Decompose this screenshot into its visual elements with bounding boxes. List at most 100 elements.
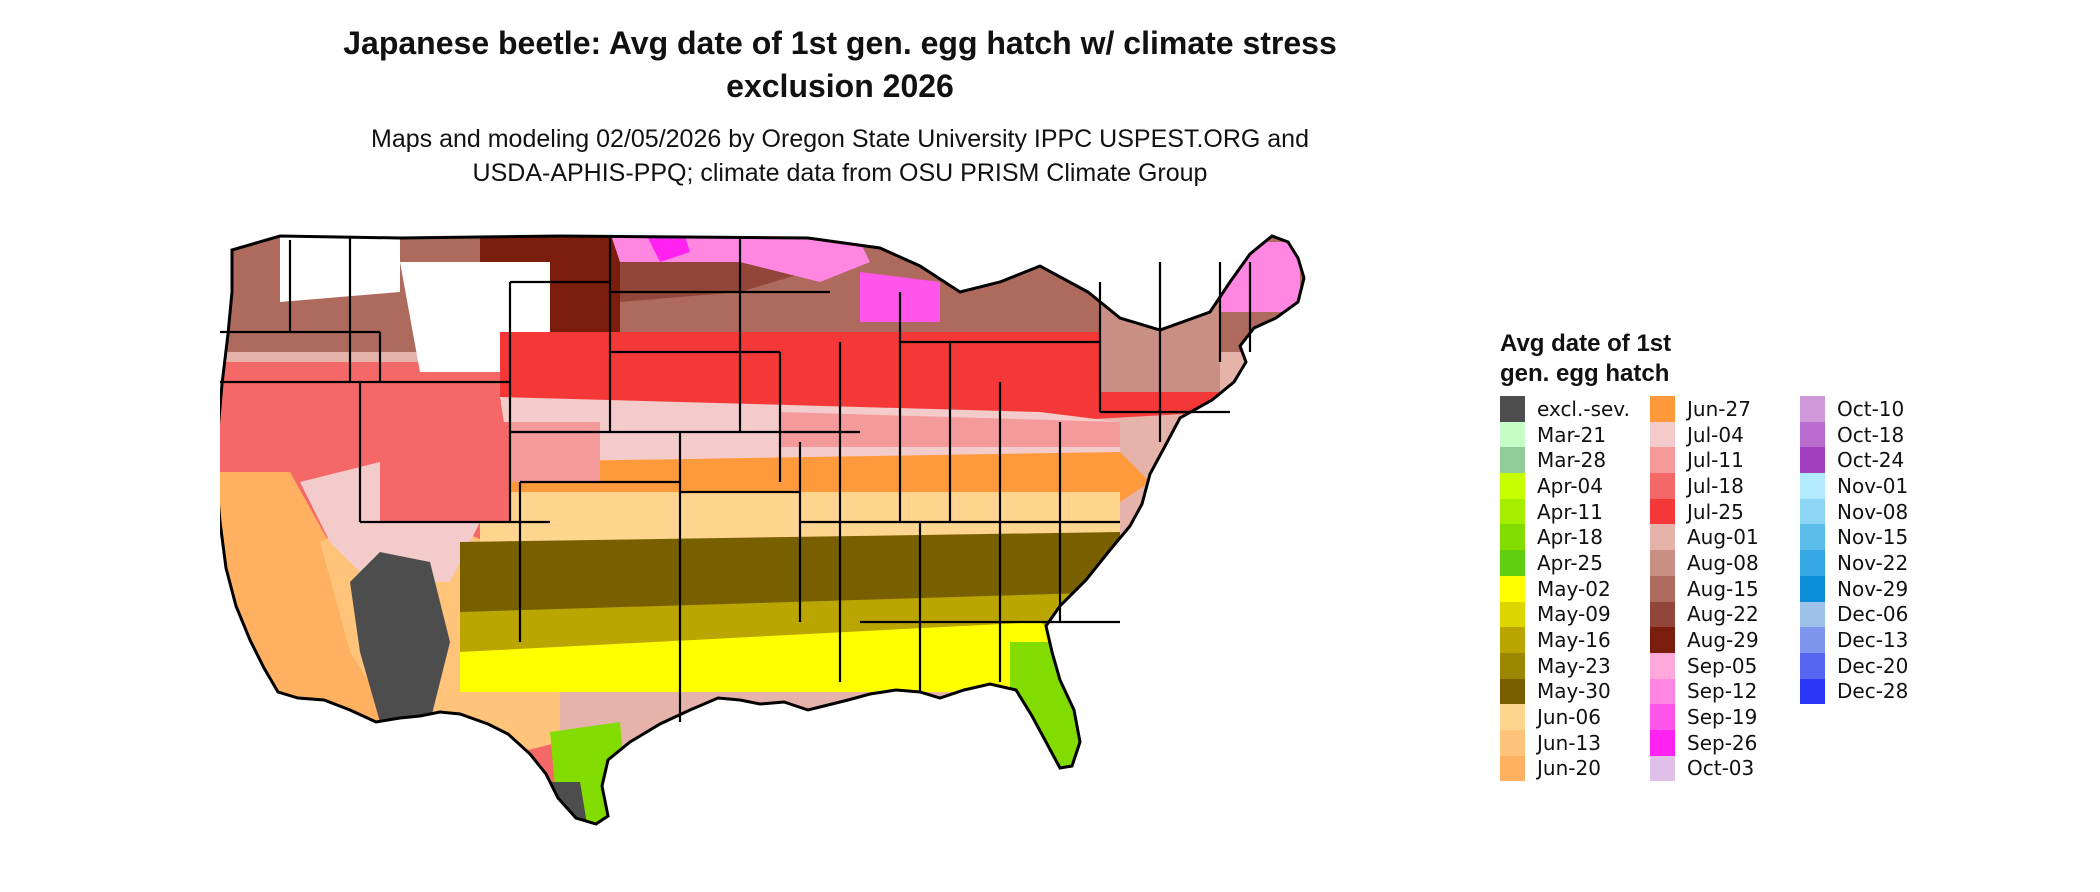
region-colorado-pink [510, 422, 600, 482]
subtitle-line-1: Maps and modeling 02/05/2026 by Oregon S… [371, 125, 1309, 153]
region-southwest-red [380, 422, 510, 522]
legend-item: Jun-13 [1500, 729, 1630, 756]
legend-column-2: Jun-27 Jul-04 Jul-11 Jul-18 Jul-25 Aug-01 Aug-… [1650, 396, 1759, 782]
legend-label: Mar-28 [1537, 448, 1607, 473]
legend-item: Oct-03 [1650, 755, 1759, 782]
legend-label: Nov-08 [1837, 499, 1909, 524]
legend-swatch [1650, 498, 1675, 525]
legend-item: Aug-08 [1650, 550, 1759, 576]
legend-item: Nov-15 [1800, 524, 1909, 551]
legend-label: Apr-04 [1537, 473, 1603, 498]
legend-swatch [1500, 729, 1525, 756]
legend-label: Dec-20 [1837, 653, 1909, 678]
legend-swatch [1500, 396, 1525, 422]
legend-label: Dec-13 [1837, 628, 1909, 653]
legend-item: Dec-28 [1800, 678, 1909, 705]
legend-label: Apr-11 [1537, 499, 1603, 524]
legend-item: Aug-15 [1650, 575, 1759, 602]
legend-item: May-02 [1500, 575, 1630, 602]
legend-label: Jul-25 [1687, 499, 1744, 524]
legend-swatch [1800, 421, 1825, 448]
legend-item: Oct-18 [1800, 421, 1908, 448]
title-line-2: exclusion 2026 [726, 68, 954, 104]
legend-label: Nov-29 [1837, 576, 1909, 601]
legend-label: Aug-08 [1687, 550, 1759, 575]
legend-swatch [1650, 627, 1675, 653]
legend-item: Jun-20 [1500, 755, 1630, 782]
legend-swatch [1650, 729, 1675, 756]
legend-item: May-23 [1500, 652, 1630, 679]
legend-item: Sep-12 [1650, 678, 1759, 705]
legend-label: Sep-12 [1687, 679, 1758, 704]
legend-column-1: excl.-sev. Mar-21 Mar-28 Apr-04 Apr-11 Apr-18… [1500, 396, 1630, 782]
legend-label: Aug-22 [1687, 602, 1759, 627]
legend-swatch [1500, 755, 1525, 782]
legend-label: Jun-20 [1537, 756, 1601, 781]
legend-swatch [1650, 524, 1675, 551]
legend-swatch [1500, 678, 1525, 705]
hatch-date-raster [220, 236, 1304, 824]
legend-item: Aug-22 [1650, 601, 1759, 628]
legend-swatch [1800, 652, 1825, 679]
legend-label: May-16 [1537, 628, 1611, 653]
region-may-02 [460, 622, 1080, 692]
legend-swatch [1650, 550, 1675, 576]
conus-map [220, 222, 1480, 892]
legend-swatch [1650, 652, 1675, 679]
legend-label: Sep-05 [1687, 653, 1758, 678]
legend-label: Jun-27 [1687, 396, 1751, 421]
legend-title-line-2: gen. egg hatch [1500, 360, 1670, 387]
region-corn-belt [500, 332, 1220, 422]
legend-label: Apr-25 [1537, 550, 1603, 575]
legend-item: Jun-27 [1650, 396, 1759, 422]
legend-swatch [1650, 473, 1675, 499]
legend-label: Apr-18 [1537, 525, 1603, 550]
legend-label: Sep-19 [1687, 705, 1758, 730]
legend-swatch [1650, 601, 1675, 628]
legend-swatch [1500, 524, 1525, 551]
legend-item: Jun-06 [1500, 704, 1630, 730]
legend-item: May-09 [1500, 601, 1630, 628]
legend-label: May-23 [1537, 653, 1611, 678]
legend-label: Dec-28 [1837, 679, 1909, 704]
region-sep-12 [600, 236, 870, 282]
legend-label: Oct-03 [1687, 756, 1755, 781]
legend-item: May-16 [1500, 627, 1630, 653]
legend-item: Dec-20 [1800, 652, 1909, 679]
legend-swatch [1800, 396, 1825, 422]
legend-item: Jul-04 [1650, 421, 1759, 448]
legend-swatch [1800, 447, 1825, 474]
legend-swatch [1800, 498, 1825, 525]
legend-label: Nov-01 [1837, 473, 1909, 498]
legend-label: Oct-24 [1837, 448, 1905, 473]
legend-swatch [1650, 396, 1675, 422]
legend-label: Aug-15 [1687, 576, 1759, 601]
legend-label: Jul-11 [1687, 448, 1744, 473]
legend-label: Jul-18 [1687, 473, 1744, 498]
legend-item: Jul-11 [1650, 447, 1759, 474]
legend-title: Avg date of 1st gen. egg hatch [1500, 329, 1800, 389]
legend-label: May-09 [1537, 602, 1611, 627]
legend-item: Nov-01 [1800, 473, 1908, 499]
legend-label: Jun-13 [1537, 730, 1601, 755]
legend-item: Oct-10 [1800, 396, 1908, 422]
legend-swatch [1500, 473, 1525, 499]
legend-label: Mar-21 [1537, 422, 1607, 447]
legend-swatch [1800, 550, 1825, 576]
subtitle-line-2: USDA-APHIS-PPQ; climate data from OSU PR… [472, 159, 1208, 187]
legend-swatch [1500, 627, 1525, 653]
legend-swatch [1500, 550, 1525, 576]
legend-column-3: Oct-10 Oct-18 Oct-24 Nov-01 Nov-08 Nov-15 Nov-… [1800, 396, 1909, 705]
legend-item: Sep-26 [1650, 729, 1759, 756]
legend-item: Nov-29 [1800, 575, 1909, 602]
legend-label: Nov-15 [1837, 525, 1909, 550]
legend-label: Oct-10 [1837, 396, 1905, 421]
legend-label: Aug-29 [1687, 628, 1759, 653]
region-florida-green [1010, 642, 1120, 782]
legend-item: Apr-25 [1500, 550, 1630, 576]
legend-swatch [1800, 575, 1825, 602]
legend-label: Dec-06 [1837, 602, 1909, 627]
region-new-england-pink [1180, 242, 1300, 312]
legend-swatch [1650, 755, 1675, 782]
legend-swatch [1650, 421, 1675, 448]
